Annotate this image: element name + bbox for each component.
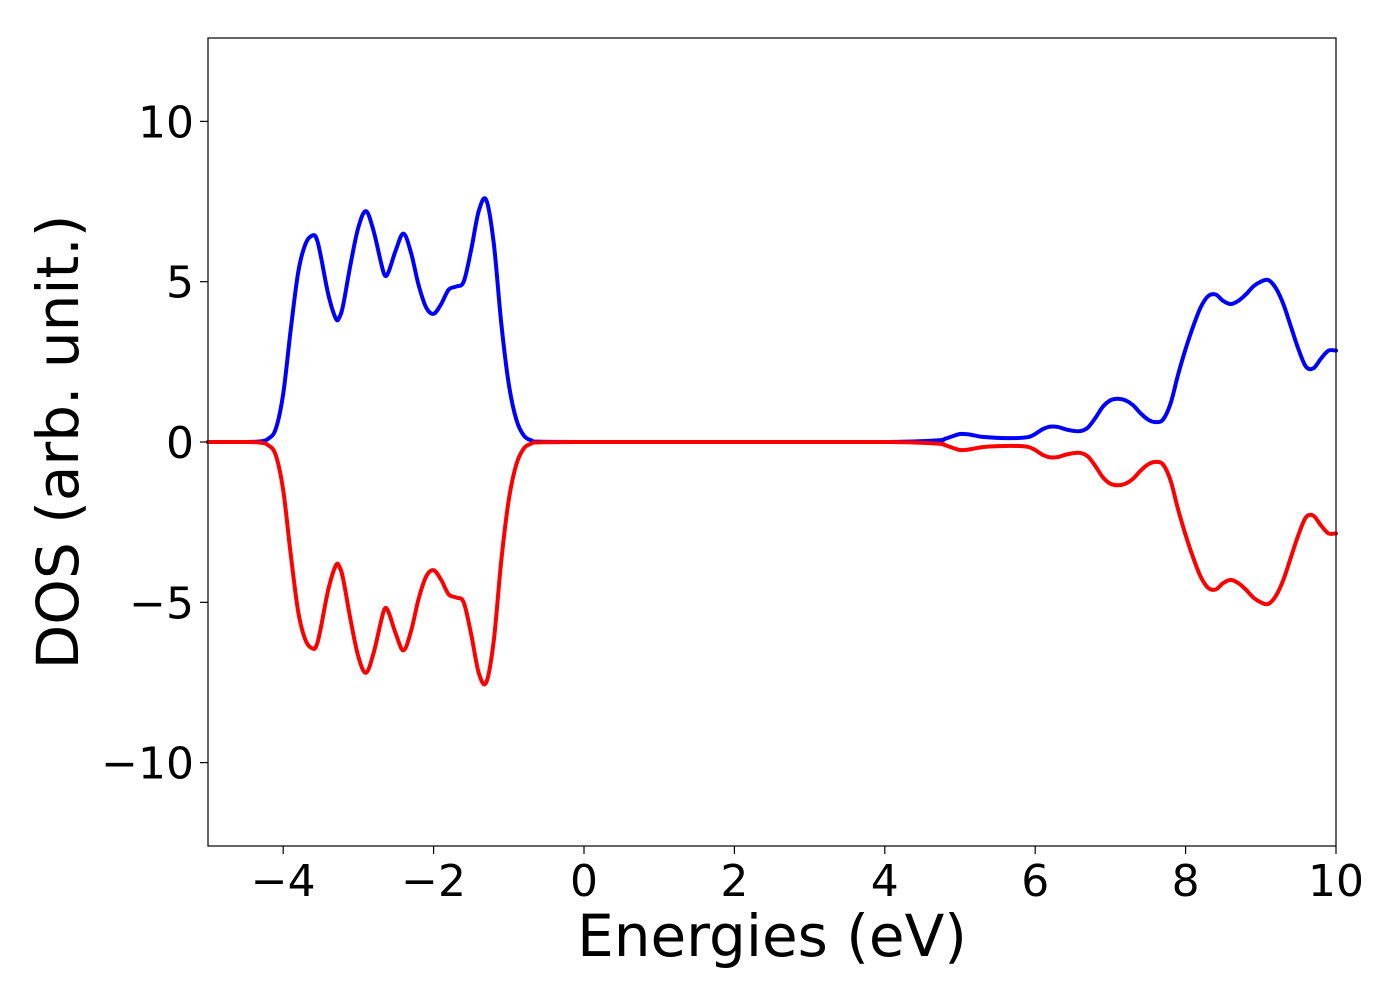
x-tick-label: 8 xyxy=(1172,856,1200,907)
y-tick-label: 0 xyxy=(166,418,194,469)
y-tick-label: 10 xyxy=(138,97,194,148)
x-tick-label: −2 xyxy=(401,856,466,907)
x-tick-label: 10 xyxy=(1308,856,1364,907)
x-tick-label: 4 xyxy=(871,856,899,907)
x-tick-label: 0 xyxy=(570,856,598,907)
y-tick-label: 5 xyxy=(166,258,194,309)
x-tick-label: −4 xyxy=(251,856,316,907)
x-axis-ticks: −4 −2 0 2 4 6 8 10 xyxy=(251,846,1364,907)
y-tick-label: −5 xyxy=(129,578,194,629)
series-line-2 xyxy=(206,439,1338,687)
x-tick-label: 2 xyxy=(720,856,748,907)
y-axis-label: DOS (arb. unit.) xyxy=(24,215,92,670)
series-layer xyxy=(206,196,1338,687)
x-tick-label: 6 xyxy=(1021,856,1049,907)
series-line-1 xyxy=(206,196,1338,445)
y-tick-label: −10 xyxy=(101,739,194,790)
y-axis-ticks: −10 −5 0 5 10 xyxy=(101,97,208,790)
x-axis-label: Energies (eV) xyxy=(577,902,967,970)
